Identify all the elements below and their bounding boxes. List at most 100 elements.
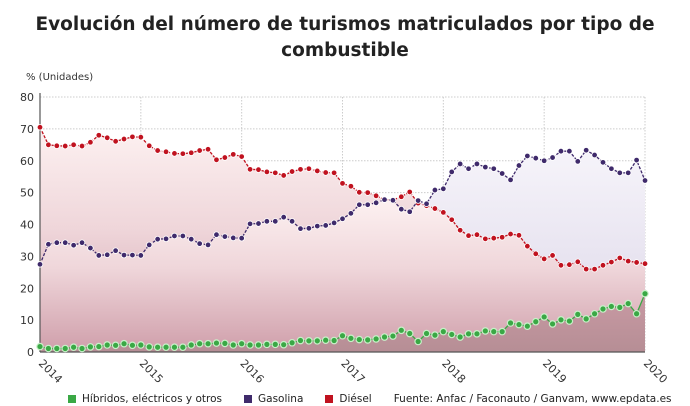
data-point: [624, 169, 632, 177]
legend-item-diesel: Diésel: [325, 393, 372, 405]
data-point: [616, 169, 623, 177]
legend-label: Híbridos, eléctricos y otros: [82, 393, 222, 405]
data-point: [254, 341, 263, 349]
data-point: [62, 142, 69, 150]
data-point: [574, 158, 581, 165]
data-point: [78, 142, 86, 150]
data-point: [129, 133, 136, 141]
data-point: [431, 331, 439, 339]
data-point: [440, 209, 447, 216]
legend-swatch: [244, 395, 252, 403]
y-tick-label: 80: [20, 91, 34, 104]
data-point: [490, 235, 497, 242]
data-point: [69, 343, 78, 352]
data-point: [347, 183, 355, 190]
data-point: [506, 319, 515, 327]
data-point: [624, 257, 632, 265]
data-point: [128, 341, 137, 350]
data-point: [582, 147, 590, 154]
data-point: [280, 213, 287, 221]
x-tick-label: 2020: [641, 357, 670, 386]
data-point: [230, 151, 237, 158]
data-point: [607, 302, 616, 311]
data-point: [574, 258, 581, 265]
data-point: [272, 169, 279, 177]
data-point: [439, 327, 448, 336]
data-point: [111, 341, 120, 350]
data-point: [145, 343, 154, 351]
data-point: [590, 309, 599, 318]
data-point: [414, 337, 422, 346]
data-point: [406, 208, 413, 215]
y-tick-label: 20: [20, 282, 34, 295]
data-point: [314, 167, 321, 175]
data-point: [305, 225, 313, 232]
data-point: [171, 232, 178, 240]
data-point: [187, 341, 196, 349]
data-point: [45, 141, 52, 149]
data-point: [398, 193, 405, 200]
data-point: [171, 150, 178, 157]
data-point: [540, 255, 548, 263]
data-point: [481, 327, 490, 335]
data-point: [62, 239, 69, 246]
data-point: [456, 333, 464, 341]
data-point: [230, 234, 237, 242]
data-point: [170, 343, 179, 352]
data-point: [524, 152, 531, 160]
data-point: [372, 199, 380, 207]
y-tick-label: 40: [20, 219, 34, 232]
data-point: [70, 141, 77, 149]
data-point: [423, 200, 430, 207]
legend-label: Gasolina: [258, 393, 304, 405]
data-point: [582, 265, 590, 273]
data-point: [195, 339, 204, 348]
data-point: [154, 235, 161, 243]
data-point: [464, 330, 473, 338]
data-point: [398, 205, 405, 213]
data-point: [347, 334, 355, 343]
data-point: [364, 189, 371, 196]
data-point: [321, 336, 330, 345]
data-point: [246, 166, 254, 173]
data-point: [154, 147, 161, 154]
data-point: [557, 262, 565, 269]
data-point: [397, 326, 406, 335]
data-point: [489, 327, 498, 336]
data-point: [137, 133, 145, 141]
data-point: [599, 305, 607, 313]
y-tick-label: 50: [20, 187, 34, 200]
data-point: [465, 165, 472, 172]
data-point: [431, 205, 439, 212]
data-point: [615, 303, 624, 312]
data-point: [322, 169, 329, 176]
data-point: [440, 185, 447, 192]
chart-title: Evolución del número de turismos matricu…: [35, 14, 655, 61]
data-point: [297, 225, 304, 232]
data-point: [271, 340, 280, 349]
legend-item-gasolina: Gasolina: [244, 393, 303, 405]
data-point: [78, 239, 86, 246]
data-point: [213, 231, 220, 238]
data-point: [313, 337, 322, 345]
data-point: [540, 157, 548, 164]
legend-label: Diésel: [339, 393, 372, 405]
data-point: [591, 265, 598, 273]
data-point: [448, 168, 455, 176]
data-point: [498, 170, 506, 177]
data-point: [61, 344, 70, 353]
data-point: [532, 154, 539, 162]
x-tick-label: 2018: [439, 357, 468, 386]
area-hibridos: [40, 293, 645, 352]
data-point: [179, 150, 187, 157]
area-overlap: [40, 199, 645, 352]
data-point: [104, 134, 111, 141]
data-point: [263, 340, 271, 349]
data-point: [137, 341, 145, 349]
data-point: [515, 320, 523, 329]
source-note: Fuente: Anfac / Faconauto / Ganvam, www.…: [393, 393, 672, 405]
data-point: [389, 197, 397, 204]
data-point: [103, 341, 112, 349]
data-point: [78, 344, 86, 353]
